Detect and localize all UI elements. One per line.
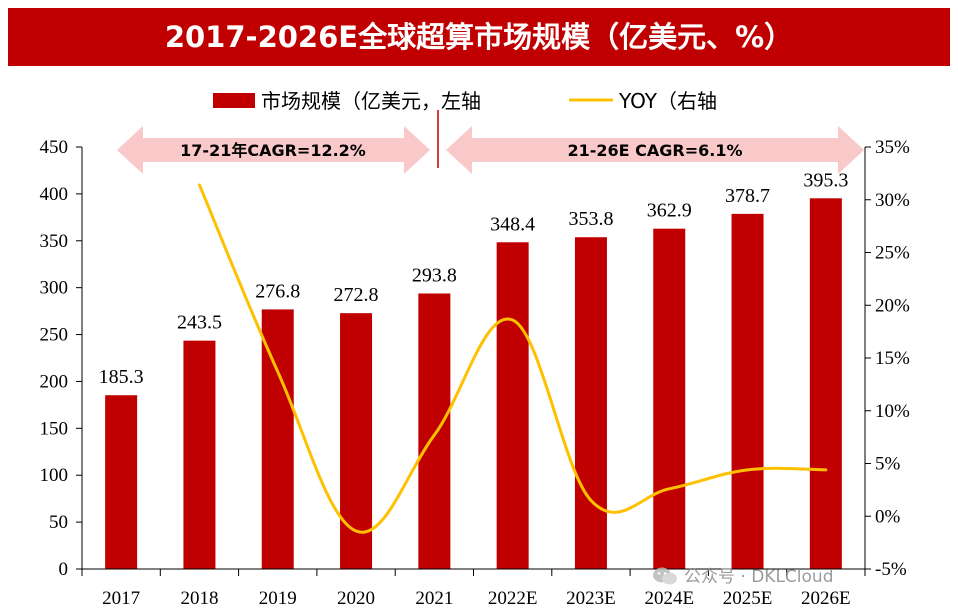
bar <box>731 213 764 569</box>
bar-series: 185.3 243.5 276.8 272.8 293.8 348.4 353.8 362.9… <box>99 169 848 569</box>
left-tick-label: 50 <box>49 512 68 533</box>
bar <box>809 198 842 569</box>
bar <box>183 340 216 569</box>
cagr-label-1: 17-21年CAGR=12.2% <box>180 141 366 160</box>
right-tick-label: 15% <box>875 348 910 369</box>
bar <box>340 313 373 569</box>
bar-data-label: 243.5 <box>177 312 222 334</box>
right-tick-label: 25% <box>875 243 910 264</box>
bar <box>574 237 607 569</box>
right-tick-label: 5% <box>875 454 901 475</box>
left-tick-label: 450 <box>40 137 69 158</box>
x-tick-label: 2017 <box>102 588 140 609</box>
cagr-arrow-1 <box>117 126 430 174</box>
chart-title: 2017-2026E全球超算市场规模（亿美元、%） <box>164 20 794 54</box>
bar-data-label: 348.4 <box>490 213 535 235</box>
bar-data-label: 185.3 <box>99 366 144 388</box>
left-tick-label: 350 <box>40 231 69 252</box>
bar <box>496 242 529 569</box>
bar-data-label: 362.9 <box>647 200 692 222</box>
x-tick-label: 2026E <box>801 588 851 609</box>
legend-swatch-bar <box>213 93 255 108</box>
left-axis: 0 50 100 150 200 250 300 350 400 450 <box>40 137 83 580</box>
left-tick-label: 400 <box>40 184 69 205</box>
right-tick-label: 35% <box>875 137 910 158</box>
bar <box>653 228 686 569</box>
right-tick-label: -5% <box>875 559 907 580</box>
watermark: 公众号 · DKLCloud <box>652 562 833 587</box>
left-tick-label: 250 <box>40 325 69 346</box>
watermark-text: 公众号 · DKLCloud <box>684 567 834 587</box>
x-tick-label: 2025E <box>723 588 773 609</box>
title-banner: 2017-2026E全球超算市场规模（亿美元、%） <box>8 8 950 66</box>
x-tick-label: 2021 <box>415 588 453 609</box>
legend-label-bar: 市场规模（亿美元，左轴 <box>261 89 481 113</box>
bar <box>418 293 451 569</box>
legend-label-line: YOY（右轴 <box>618 89 717 113</box>
bar <box>105 395 138 569</box>
legend: 市场规模（亿美元，左轴 YOY（右轴 <box>213 89 717 113</box>
wechat-icon <box>653 567 677 585</box>
cagr-label-2: 21-26E CAGR=6.1% <box>567 141 742 160</box>
x-tick-label: 2024E <box>644 588 694 609</box>
x-tick-label: 2022E <box>488 588 538 609</box>
x-tick-label: 2019 <box>259 588 297 609</box>
x-tick-label: 2023E <box>566 588 616 609</box>
yoy-series <box>197 183 828 534</box>
bar-data-label: 272.8 <box>334 284 379 306</box>
cagr-arrow-2 <box>446 126 864 174</box>
bar-data-label: 395.3 <box>803 169 848 191</box>
right-axis: -5% 0% 5% 10% 15% 20% 25% 30% 35% <box>864 137 910 580</box>
x-tick-label: 2018 <box>180 588 218 609</box>
cagr-annotations: 17-21年CAGR=12.2% 21-26E CAGR=6.1% <box>117 110 864 174</box>
bar-data-label: 378.7 <box>725 185 770 207</box>
left-tick-label: 300 <box>40 278 69 299</box>
right-tick-label: 20% <box>875 295 910 316</box>
left-tick-label: 200 <box>40 371 69 392</box>
left-tick-label: 0 <box>59 559 69 580</box>
right-tick-label: 30% <box>875 190 910 211</box>
bar-data-label: 293.8 <box>412 264 457 286</box>
bar-data-label: 353.8 <box>568 208 613 230</box>
left-tick-label: 150 <box>40 418 69 439</box>
x-axis: 2017 2018 2019 2020 2021 2022E 2023E 2024E 2025E… <box>81 568 866 609</box>
right-tick-label: 0% <box>875 506 901 527</box>
bar <box>261 309 294 569</box>
left-tick-label: 100 <box>40 465 69 486</box>
right-tick-label: 10% <box>875 401 910 422</box>
yoy-line <box>197 183 828 534</box>
bar-data-label: 276.8 <box>255 280 300 302</box>
x-tick-label: 2020 <box>337 588 375 609</box>
